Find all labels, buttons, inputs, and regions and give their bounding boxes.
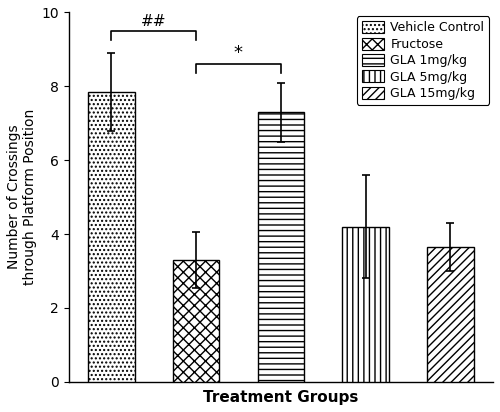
Text: ##: ## [141, 14, 167, 29]
Text: *: * [234, 44, 243, 62]
Bar [342, 227, 389, 382]
X-axis label: Treatment Groups: Treatment Groups [203, 390, 358, 405]
Bar [258, 112, 304, 382]
Bar [427, 247, 474, 382]
Y-axis label: Number of Crossings
through Platform Position: Number of Crossings through Platform Pos… [7, 109, 37, 285]
Bar [88, 92, 134, 382]
Legend: Vehicle Control, Fructose, GLA 1mg/kg, GLA 5mg/kg, GLA 15mg/kg: Vehicle Control, Fructose, GLA 1mg/kg, G… [356, 16, 490, 105]
Bar [172, 260, 220, 382]
